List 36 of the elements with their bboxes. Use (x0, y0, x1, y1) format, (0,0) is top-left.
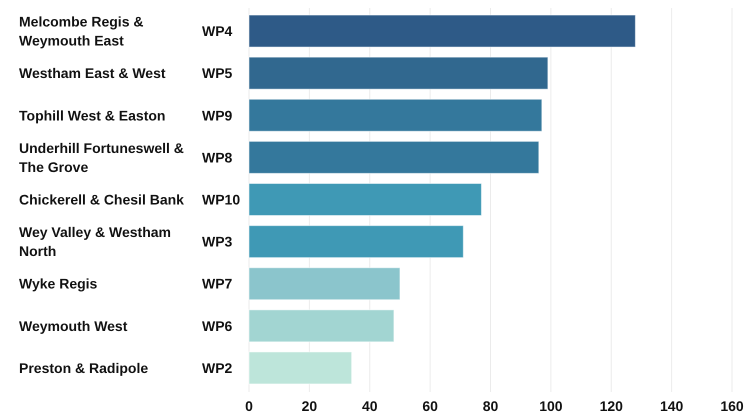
bar (248, 309, 394, 342)
bar (248, 225, 464, 258)
text: WP8 (202, 149, 233, 166)
bar (248, 98, 542, 132)
y-tick-label: Westham East & West (19, 65, 166, 82)
bar (248, 267, 400, 300)
x-tick-label: 0 (245, 398, 254, 414)
y-tick-label: Preston & Radipole (19, 360, 148, 376)
text: WP10 (202, 192, 240, 208)
y-tick-label: Wyke Regis (19, 276, 98, 292)
x-tick-label: 160 (720, 398, 744, 414)
bar (248, 183, 482, 216)
text: WP9 (202, 107, 233, 124)
bar (248, 351, 352, 384)
text: WP6 (202, 318, 233, 334)
text: WP4 (202, 23, 233, 40)
text: WP2 (202, 360, 233, 376)
x-tick-label: 80 (482, 398, 498, 414)
x-tick-label: 140 (660, 398, 684, 414)
text: WP3 (202, 234, 233, 250)
bar (248, 14, 636, 48)
y-tick-label: Wey Valley & Westham North (19, 224, 171, 260)
text: WP5 (202, 65, 233, 82)
x-tick-label: 40 (362, 398, 378, 414)
bar (248, 56, 548, 90)
x-tick-label: 100 (539, 398, 563, 414)
y-tick-label: Melcombe Regis & Weymouth East (19, 14, 144, 49)
y-tick-label: Weymouth West (19, 318, 128, 334)
y-tick-label: Tophill West & Easton (19, 107, 166, 124)
x-tick-label: 60 (422, 398, 438, 414)
x-tick-label: 120 (600, 398, 624, 414)
bar (248, 140, 540, 174)
x-tick-label: 20 (302, 398, 318, 414)
text: WP7 (202, 276, 233, 292)
y-tick-label: Chickerell & Chesil Bank (19, 192, 184, 208)
y-tick-label: Underhill Fortuneswell & The Grove (19, 140, 184, 175)
